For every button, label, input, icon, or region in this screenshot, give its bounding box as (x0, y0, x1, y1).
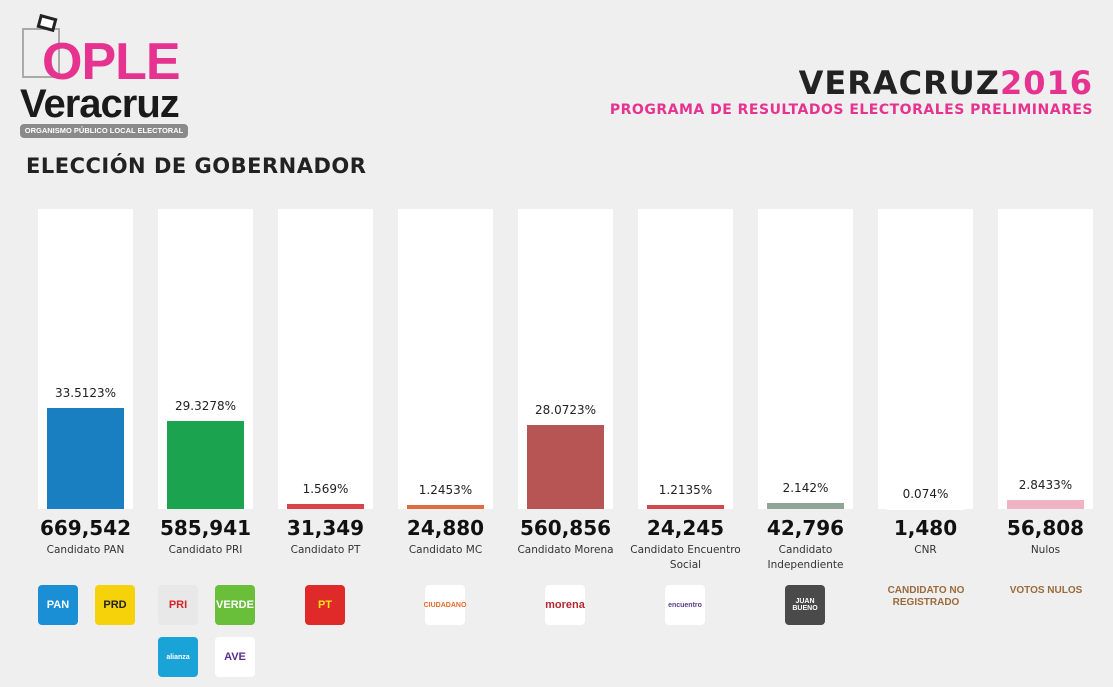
pct-label: 1.2135% (658, 483, 713, 498)
bar (167, 421, 244, 509)
party-logo-ave: AVE (215, 637, 255, 677)
category-label: Candidato PAN (46, 544, 125, 556)
vote-count: 56,808 (1006, 516, 1085, 540)
bar (407, 505, 484, 509)
bar-column: 33.5123% (38, 209, 133, 509)
category-label: Candidato Independiente (767, 544, 844, 571)
vote-count: 31,349 (286, 516, 365, 540)
vote-count: 42,796 (766, 516, 845, 540)
pct-label: 1.2453% (418, 483, 473, 498)
text-logo: VOTOS NULOS (1009, 585, 1083, 596)
header: VERACRUZ2016 PROGRAMA DE RESULTADOS ELEC… (610, 64, 1093, 118)
category-label: Candidato Morena (517, 544, 614, 556)
bar (1007, 500, 1084, 509)
bar-column: 1.2453% (398, 209, 493, 509)
page-title: ELECCIÓN DE GOBERNADOR (26, 154, 367, 178)
vote-count: 24,880 (406, 516, 485, 540)
party-logo-prd: PRD (95, 585, 135, 625)
bar-column: 2.142% (758, 209, 853, 509)
pct-label: 2.8433% (1018, 478, 1073, 493)
bar-column: 0.074% (878, 209, 973, 509)
text-logo: CANDIDATO NO REGISTRADO (887, 585, 965, 608)
pct-label: 1.569% (302, 482, 349, 497)
vote-count: 24,245 (646, 516, 725, 540)
party-logo-verde: VERDE (215, 585, 255, 625)
logo-sub: Veracruz (20, 82, 180, 126)
party-logo-alianza: alianza (158, 637, 198, 677)
category-label: Candidato Encuentro Social (630, 544, 741, 571)
pct-label: 33.5123% (54, 386, 117, 401)
category-label: Nulos (1030, 544, 1061, 556)
pct-label: 2.142% (782, 480, 829, 495)
bar (527, 424, 604, 509)
party-logo-encuentro: encuentro (665, 585, 705, 625)
vote-count: 585,941 (159, 516, 252, 540)
ople-logo: OPLE Veracruz ORGANISMO PÚBLICO LOCAL EL… (20, 13, 192, 142)
bar-column: 2.8433% (998, 209, 1093, 509)
pct-label: 29.3278% (174, 399, 237, 414)
pct-label: 28.0723% (534, 402, 597, 417)
bar-column: 29.3278% (158, 209, 253, 509)
category-label: Candidato PT (290, 544, 361, 556)
vote-count: 1,480 (893, 516, 958, 540)
bar (287, 504, 364, 509)
party-logo-pan: PAN (38, 585, 78, 625)
party-logo-ciudadano: CIUDADANO (424, 585, 466, 625)
pct-label: 0.074% (902, 486, 949, 501)
party-logo-pri: PRI (158, 585, 198, 625)
bar-column: 28.0723% (518, 209, 613, 509)
bar (767, 502, 844, 509)
ballot-box-icon (22, 28, 60, 78)
bar-column: 1.2135% (638, 209, 733, 509)
party-logo-morena: morena (545, 585, 585, 625)
bar (47, 408, 124, 509)
header-title: VERACRUZ2016 (798, 64, 1093, 102)
logo-text: OPLE (42, 33, 181, 91)
bar (647, 505, 724, 509)
category-label: Candidato MC (408, 544, 483, 556)
bar-column: 1.569% (278, 209, 373, 509)
category-label: CNR (914, 544, 937, 556)
category-label: Candidato PRI (168, 544, 243, 556)
header-subtitle: PROGRAMA DE RESULTADOS ELECTORALES PRELI… (609, 102, 1093, 118)
vote-count: 560,856 (519, 516, 612, 540)
logo-org: ORGANISMO PÚBLICO LOCAL ELECTORAL (20, 124, 188, 138)
vote-count: 669,542 (39, 516, 132, 540)
party-logo-juan-bueno: JUAN BUENO (785, 585, 825, 625)
party-logo-pt: PT (305, 585, 345, 625)
